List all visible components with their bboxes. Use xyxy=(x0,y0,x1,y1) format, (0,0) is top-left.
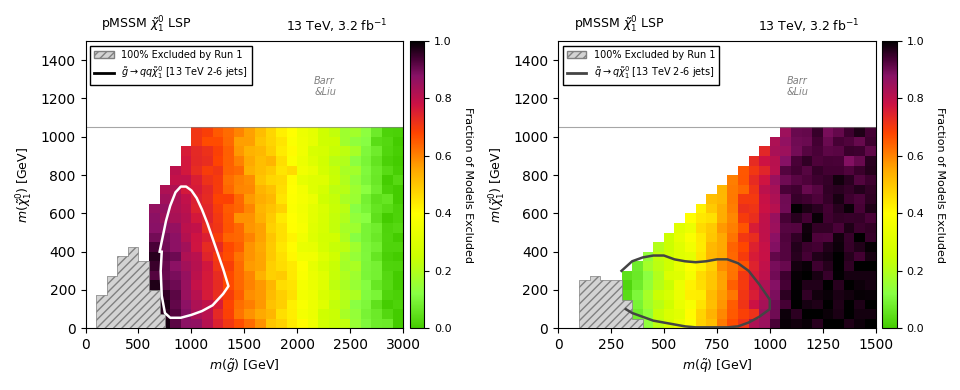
Text: 13 TeV, 3.2 fb$^{-1}$: 13 TeV, 3.2 fb$^{-1}$ xyxy=(758,18,860,35)
Polygon shape xyxy=(96,247,165,328)
Polygon shape xyxy=(579,276,642,328)
Text: 13 TeV, 3.2 fb$^{-1}$: 13 TeV, 3.2 fb$^{-1}$ xyxy=(286,18,387,35)
Text: Barr
&Liu: Barr &Liu xyxy=(314,76,336,97)
Y-axis label: $m(\tilde{\chi}_1^0)$ [GeV]: $m(\tilde{\chi}_1^0)$ [GeV] xyxy=(15,147,36,223)
Y-axis label: Fraction of Models Excluded: Fraction of Models Excluded xyxy=(935,106,946,262)
Y-axis label: Fraction of Models Excluded: Fraction of Models Excluded xyxy=(463,106,472,262)
X-axis label: $m(\tilde{g})$ [GeV]: $m(\tilde{g})$ [GeV] xyxy=(209,358,279,375)
Text: pMSSM $\tilde{\chi}_1^0$ LSP: pMSSM $\tilde{\chi}_1^0$ LSP xyxy=(102,15,192,35)
Legend: 100% Excluded by Run 1, $\tilde{q} \rightarrow q\tilde{\chi}_1^0$ [13 TeV 2-6 je: 100% Excluded by Run 1, $\tilde{q} \righ… xyxy=(563,46,719,85)
X-axis label: $m(\tilde{q})$ [GeV]: $m(\tilde{q})$ [GeV] xyxy=(682,358,752,375)
Legend: 100% Excluded by Run 1, $\tilde{g} \rightarrow qq\tilde{\chi}_1^0$ [13 TeV 2-6 j: 100% Excluded by Run 1, $\tilde{g} \righ… xyxy=(90,46,252,85)
Text: Barr
&Liu: Barr &Liu xyxy=(786,76,808,97)
Y-axis label: $m(\tilde{\chi}_1^0)$ [GeV]: $m(\tilde{\chi}_1^0)$ [GeV] xyxy=(488,147,508,223)
Text: pMSSM $\tilde{\chi}_1^0$ LSP: pMSSM $\tilde{\chi}_1^0$ LSP xyxy=(574,15,664,35)
